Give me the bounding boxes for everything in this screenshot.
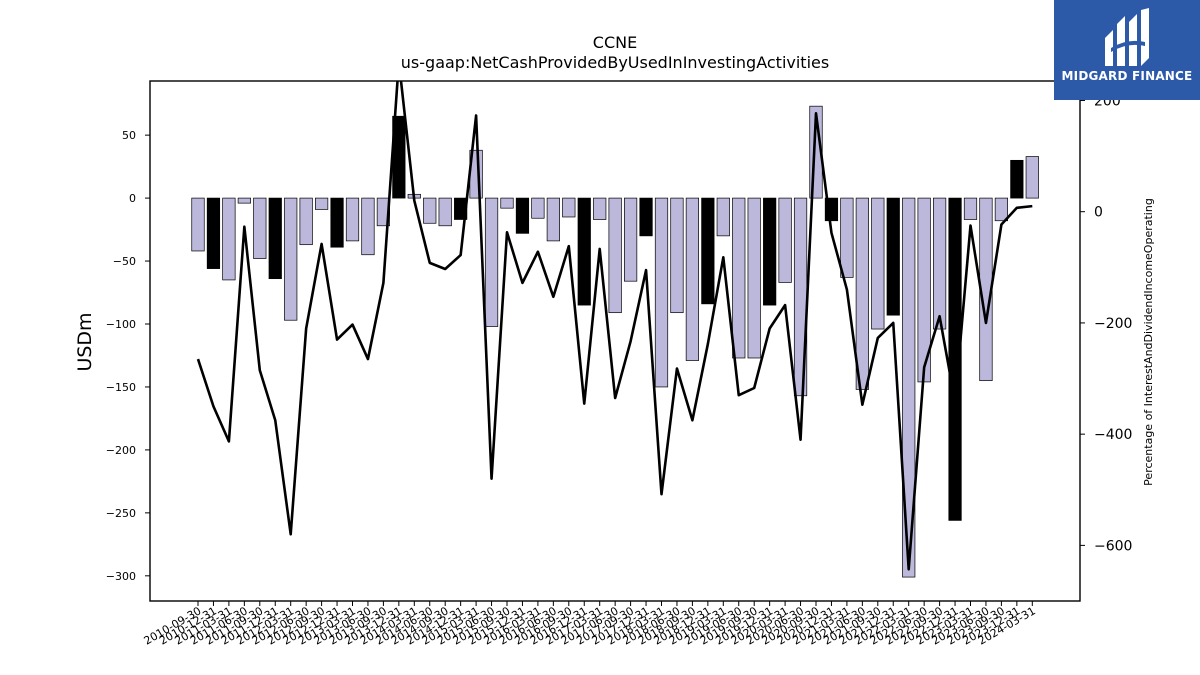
bar-2013-03-31 xyxy=(345,197,360,242)
bar-2022-12-31 xyxy=(948,197,962,521)
logo-mark-icon xyxy=(1105,8,1149,66)
bar-2014-06-30 xyxy=(423,197,437,224)
bar-2011-03-31 xyxy=(222,197,236,281)
y-tick-label: −200 xyxy=(106,444,136,457)
bar-2019-12-31 xyxy=(763,197,777,306)
bar-2017-12-31 xyxy=(639,197,653,237)
y-tick-label: −250 xyxy=(106,507,136,520)
y2-tick-label: 0 xyxy=(1094,205,1103,221)
bar-2022-09-30 xyxy=(932,197,947,330)
bar-2018-03-31 xyxy=(654,197,669,388)
bar-2015-12-31 xyxy=(515,197,530,234)
axes: 500−50−100−150−200−250−3002000−200−400−6… xyxy=(106,80,1132,648)
bars xyxy=(191,105,1039,578)
y-tick-label: −100 xyxy=(106,318,136,331)
bar-2017-03-31 xyxy=(593,197,607,220)
y2-tick-label: −400 xyxy=(1094,427,1132,443)
bar-2016-06-30 xyxy=(546,197,560,242)
bar-2024-03-31 xyxy=(1025,156,1039,199)
bar-2018-09-30 xyxy=(685,197,700,361)
logo-text: MIDGARD FINANCE xyxy=(1061,69,1193,83)
bar-2021-09-30 xyxy=(871,197,885,330)
bar-2022-03-31 xyxy=(902,197,916,578)
bar-2021-06-30 xyxy=(855,197,869,390)
y-tick-label: 0 xyxy=(129,192,136,205)
bar-2023-12-31 xyxy=(1010,159,1024,199)
bar-2015-09-30 xyxy=(500,197,514,209)
y-tick-label: −300 xyxy=(106,570,136,583)
bar-2011-09-30 xyxy=(253,197,267,259)
chart-subtitle: us-gaap:NetCashProvidedByUsedInInvesting… xyxy=(401,53,829,72)
bar-2021-12-31 xyxy=(886,197,900,316)
y-tick-label: −50 xyxy=(113,255,136,268)
y2-tick-label: −200 xyxy=(1094,316,1132,332)
bar-2010-12-31 xyxy=(206,197,221,269)
bar-2018-06-30 xyxy=(670,197,684,314)
y-tick-label: −150 xyxy=(106,381,136,394)
bar-2019-09-30 xyxy=(747,197,761,359)
bar-2017-09-30 xyxy=(623,197,638,282)
bar-2012-06-30 xyxy=(299,197,313,246)
bar-2016-12-31 xyxy=(577,197,591,306)
bar-2012-12-31 xyxy=(330,197,344,248)
bar-2020-03-31 xyxy=(778,197,792,283)
bar-2016-09-30 xyxy=(562,197,576,218)
bar-2012-09-30 xyxy=(315,197,329,210)
bar-2018-12-31 xyxy=(701,197,715,305)
bar-2013-06-30 xyxy=(361,197,375,256)
ratio-line-path xyxy=(196,81,1033,571)
bar-2014-09-30 xyxy=(438,197,452,227)
bar-2011-06-30 xyxy=(237,197,251,204)
bar-2010-09-30 xyxy=(191,197,205,252)
chart-title: CCNE xyxy=(593,33,637,52)
bar-2023-03-31 xyxy=(963,197,978,220)
bar-2011-12-31 xyxy=(268,197,282,280)
bar-2019-06-30 xyxy=(732,197,746,359)
y2-tick-label: −600 xyxy=(1094,538,1132,554)
bar-2012-03-31 xyxy=(284,197,298,321)
y2-axis-label: Percentage of InterestAndDividendIncomeO… xyxy=(1142,198,1155,486)
y-axis-label: USDm xyxy=(74,312,96,371)
y-tick-label: 50 xyxy=(122,129,136,142)
bar-2021-03-31 xyxy=(840,197,854,278)
bar-2016-03-31 xyxy=(531,197,545,219)
midgard-finance-logo: MIDGARD FINANCE xyxy=(1054,0,1200,100)
bar-2023-09-30 xyxy=(994,197,1009,222)
bar-2015-06-30 xyxy=(484,197,499,327)
bar-2019-03-31 xyxy=(716,197,730,237)
bar-2017-06-30 xyxy=(608,197,622,314)
ratio-line xyxy=(196,81,1033,571)
